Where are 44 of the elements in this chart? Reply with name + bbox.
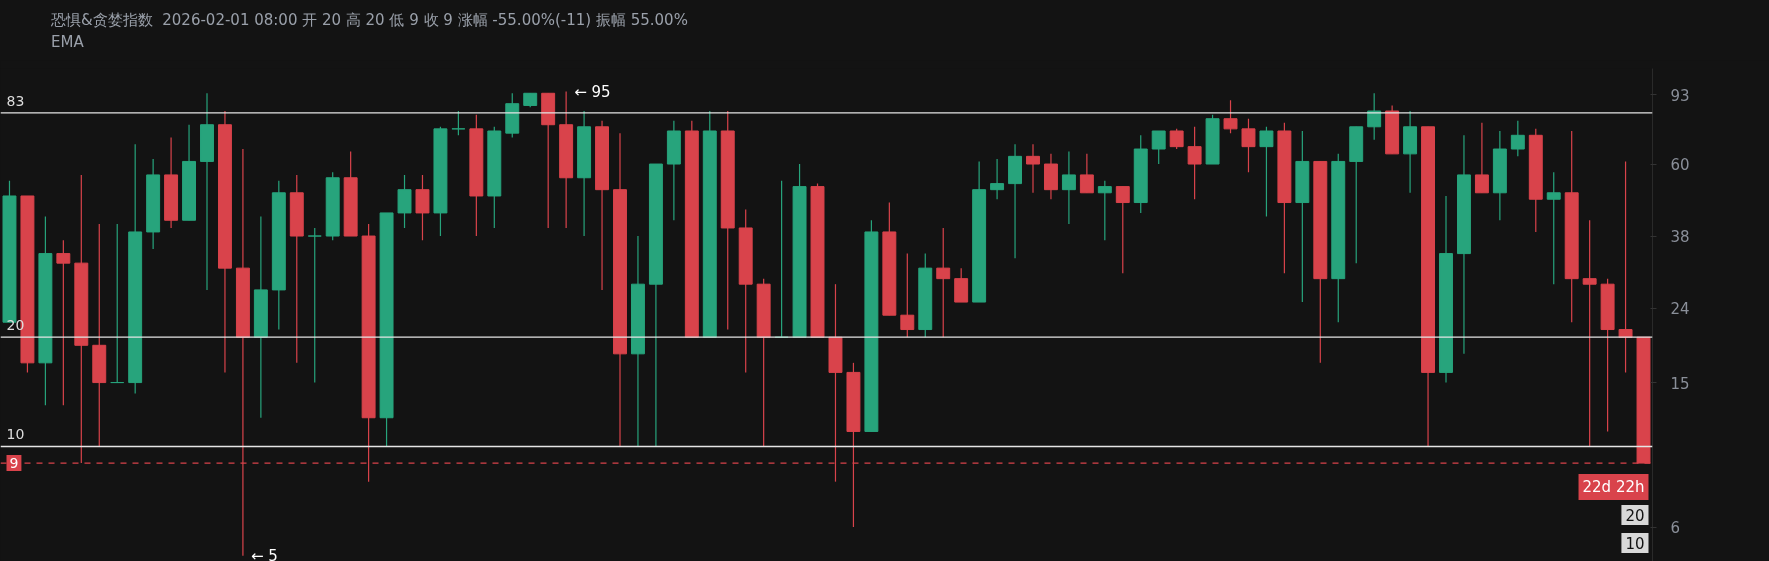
- annotation: 22d 22h: [1582, 478, 1645, 497]
- text: EMA: [51, 33, 84, 51]
- y-tick-label: 60: [1670, 156, 1690, 175]
- ref-line-label: 83: [6, 92, 25, 109]
- candlestick: [397, 174, 412, 229]
- candlestick: [1026, 143, 1040, 194]
- candlestick: [1187, 126, 1202, 200]
- candlestick: [1097, 180, 1112, 241]
- candlestick: [1223, 99, 1238, 134]
- candlestick: [1241, 118, 1256, 173]
- candlestick: [990, 158, 1005, 200]
- annotation: ← 95: [574, 82, 611, 101]
- y-tick-label: 24: [1670, 300, 1690, 319]
- candlestick: [451, 110, 466, 136]
- ref-line-label: 10: [6, 426, 25, 443]
- candlestick: [307, 227, 322, 384]
- candlestick: [415, 174, 430, 241]
- candlestick: [1618, 160, 1633, 373]
- annotation: 10: [1625, 535, 1645, 554]
- y-tick-label: 38: [1670, 228, 1690, 247]
- candlestick: [1474, 122, 1489, 194]
- annotation: ← 5: [250, 546, 278, 561]
- candlestick: [56, 239, 71, 406]
- candlestick: [1115, 186, 1130, 274]
- annotation: 20: [1625, 507, 1645, 526]
- chart-subtitle: 2026-02-01 08:00 开 20 高 20 低 9 收 9 涨幅 -55.00%(-11) 振幅 55.00%: [162, 11, 688, 29]
- candlestick: [900, 252, 915, 338]
- chart-title: 恐惧&贪婪指数: [51, 11, 153, 29]
- candlestick: [110, 223, 125, 384]
- candlestick: [1510, 120, 1525, 157]
- candlestick: [1582, 219, 1597, 448]
- candlestick: [1079, 153, 1094, 194]
- y-tick-label: 6: [1670, 519, 1681, 538]
- y-tick-label: 93: [1670, 86, 1690, 105]
- candlestick: [1169, 128, 1184, 150]
- candlestick: [1061, 150, 1076, 225]
- candlestick: [1151, 130, 1166, 165]
- candlestick: [1259, 126, 1274, 218]
- candlestick: [1367, 92, 1382, 141]
- candlestick: [936, 227, 951, 338]
- candlestick: [954, 267, 969, 303]
- ref-line-label: 9: [9, 455, 19, 472]
- y-tick-label: 15: [1670, 374, 1690, 393]
- candlestick: [1546, 171, 1561, 285]
